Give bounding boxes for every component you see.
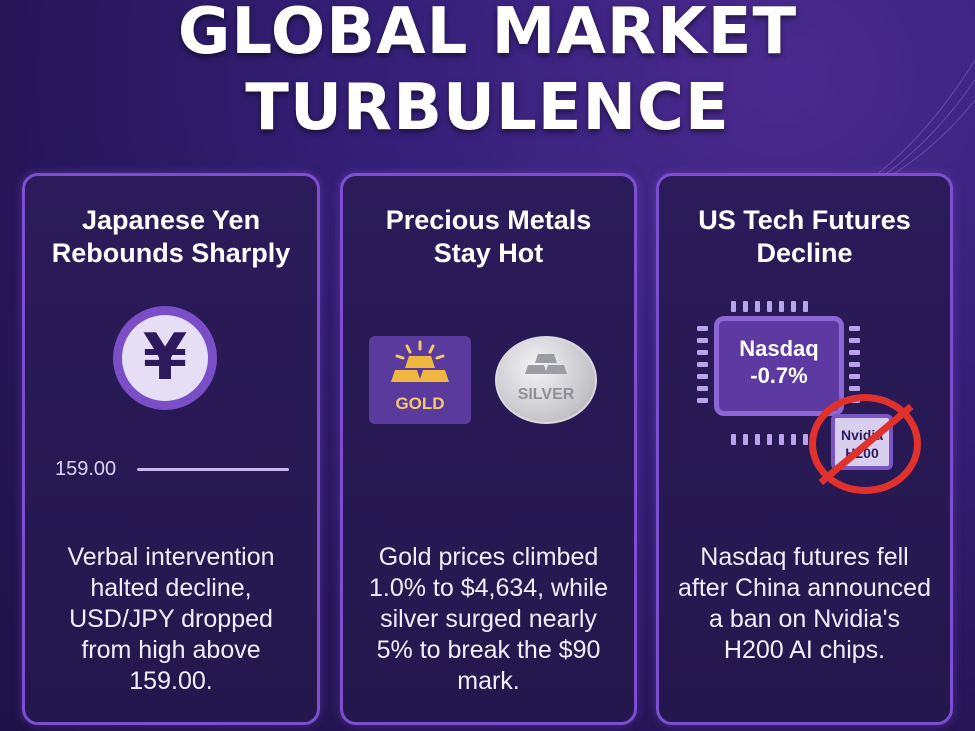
level-label: 159.00 xyxy=(55,458,117,480)
ban-icon xyxy=(809,394,921,494)
card-body: Nasdaq futures fell after China announce… xyxy=(678,543,931,664)
silver-coin-icon: SILVER xyxy=(495,336,597,424)
card-tech: US Tech Futures Decline Nasdaq -0.7% Nvi… xyxy=(656,173,953,725)
card-title: Japanese Yen Rebounds Sharply xyxy=(51,205,291,268)
card-title: US Tech Futures Decline xyxy=(698,205,911,268)
nasdaq-chip-icon: Nasdaq -0.7% xyxy=(714,316,844,416)
gold-bars-icon: GOLD xyxy=(369,336,471,424)
chip-pins xyxy=(849,326,860,403)
card-metals: Precious Metals Stay Hot GOLD SILVER Gol… xyxy=(340,173,637,725)
yen-coin-icon: ¥ xyxy=(113,306,217,410)
page-title: GLOBAL MARKET TURBULENCE xyxy=(177,0,798,145)
chip-pins xyxy=(697,326,708,403)
card-body: Gold prices climbed 1.0% to $4,634, whil… xyxy=(368,543,609,695)
chip-pins xyxy=(731,434,808,445)
card-body: Verbal intervention halted decline, USD/… xyxy=(67,543,275,695)
card-yen: Japanese Yen Rebounds Sharply ¥ 159.00 V… xyxy=(22,173,320,725)
chip-pins xyxy=(731,301,808,312)
gold-bars-graphic xyxy=(391,340,449,382)
card-title: Precious Metals Stay Hot xyxy=(385,205,592,268)
level-line xyxy=(137,468,289,471)
